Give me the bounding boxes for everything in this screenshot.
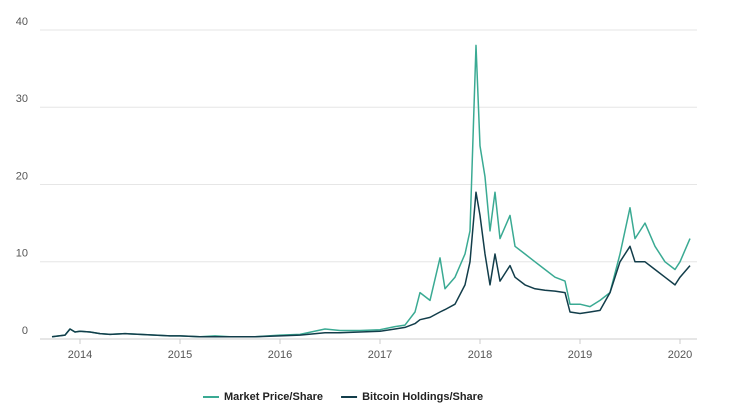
x-tick-label: 2019 <box>568 349 592 361</box>
y-tick-label: 40 <box>16 16 28 28</box>
y-tick-label: 30 <box>16 93 28 105</box>
x-tick-label: 2017 <box>368 349 392 361</box>
x-tick-label: 2020 <box>668 349 692 361</box>
x-tick-label: 2018 <box>468 349 492 361</box>
x-tick-label: 2015 <box>168 349 192 361</box>
x-tick-label: 2016 <box>268 349 292 361</box>
series-line <box>51 191 691 338</box>
y-tick-label: 10 <box>16 248 28 260</box>
legend-label: Bitcoin Holdings/Share <box>362 391 483 403</box>
legend-label: Market Price/Share <box>224 391 323 403</box>
y-tick-label: 0 <box>22 325 28 337</box>
y-tick-label: 20 <box>16 170 28 182</box>
x-tick-label: 2014 <box>68 349 92 361</box>
series-line <box>51 44 691 338</box>
